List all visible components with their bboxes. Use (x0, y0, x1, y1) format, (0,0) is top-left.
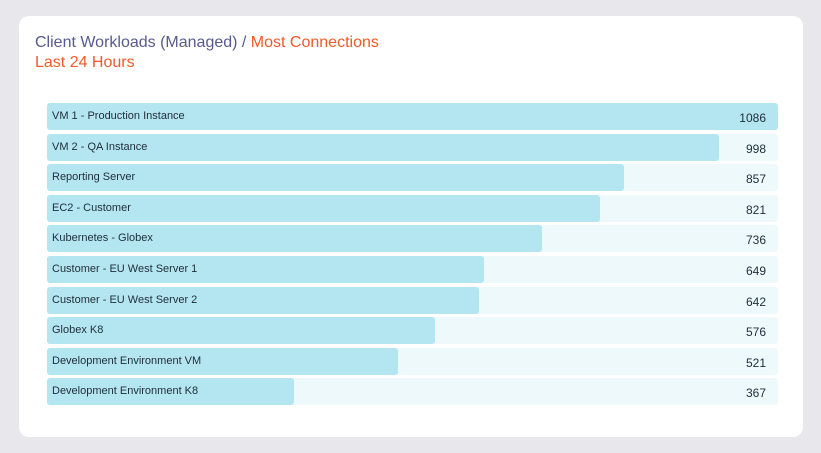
bar-value: 821 (745, 202, 766, 217)
bar-value: 649 (745, 263, 766, 278)
bar-fill (47, 133, 719, 161)
bar-label: Customer - EU West Server 2 (52, 293, 198, 306)
bar-label: EC2 - Customer (52, 201, 131, 214)
bar-label: Globex K8 (52, 324, 104, 337)
bar-list: VM 1 - Production Instance 1086 VM 2 - QA … (47, 103, 778, 409)
bar-label: Reporting Server (52, 171, 136, 184)
bar-row[interactable]: Customer - EU West Server 2 642 (47, 286, 778, 314)
bar-value: 642 (745, 294, 766, 309)
bar-value: 857 (745, 172, 766, 187)
bar-fill (47, 347, 398, 375)
bar-fill (47, 194, 600, 222)
bar-row[interactable]: VM 2 - QA Instance 998 (47, 133, 778, 161)
bar-fill (47, 317, 435, 345)
bar-row[interactable]: Customer - EU West Server 1 649 (47, 255, 778, 283)
bar-value: 1086 (739, 111, 766, 125)
bar-fill (47, 286, 480, 314)
bar-label: VM 1 - Production Instance (52, 110, 185, 122)
chart-card: Client Workloads (Managed) / Most Connec… (19, 16, 803, 437)
bar-fill (47, 378, 295, 406)
bar-value: 576 (745, 325, 766, 340)
bar-fill (47, 164, 624, 192)
bar-value: 736 (745, 233, 766, 248)
bar-label: Development Environment K8 (52, 385, 199, 398)
bar-row[interactable]: EC2 - Customer 821 (47, 194, 778, 222)
bar-fill (47, 225, 543, 253)
bar-row[interactable]: Kubernetes - Globex 736 (47, 225, 778, 253)
bar-label: Development Environment VM (52, 354, 202, 367)
bar-label: VM 2 - QA Instance (52, 140, 148, 153)
bar-row[interactable]: Globex K8 576 (47, 317, 778, 345)
bar-value: 521 (745, 355, 766, 370)
chart-title: Client Workloads (Managed) / Most Connec… (35, 33, 379, 53)
bar-value: 367 (745, 386, 766, 401)
bar-fill (47, 255, 484, 283)
bar-row[interactable]: Development Environment K8 367 (47, 378, 778, 406)
bar-row[interactable]: Development Environment VM 521 (47, 347, 778, 375)
bar-fill (47, 103, 778, 130)
bar-label: Customer - EU West Server 1 (52, 262, 198, 275)
bar-row[interactable]: Reporting Server 857 (47, 164, 778, 192)
bar-row[interactable]: VM 1 - Production Instance 1086 (47, 103, 778, 130)
chart-subtitle: Last 24 Hours (35, 54, 135, 71)
title-primary: Client Workloads (Managed) / (35, 34, 251, 51)
bar-label: Kubernetes - Globex (52, 232, 153, 245)
bar-value: 998 (745, 141, 766, 156)
title-accent: Most Connections (250, 34, 379, 51)
